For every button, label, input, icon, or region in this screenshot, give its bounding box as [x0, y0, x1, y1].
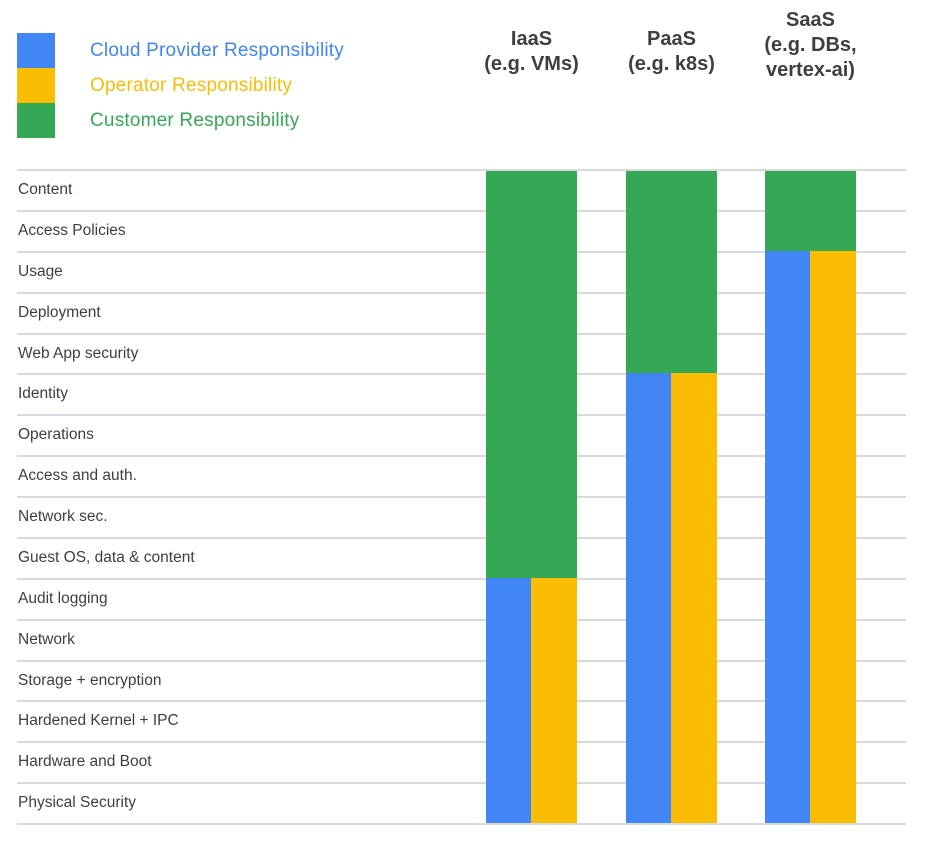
grid-row: Network sec.	[17, 496, 906, 537]
responsibility-grid: Content Access Policies Usage Deployment Web…	[17, 169, 906, 825]
legend-item-customer: Customer Responsibility	[17, 103, 344, 138]
grid-row: Audit logging	[17, 577, 906, 619]
iaas-provider-operator-segment	[486, 577, 577, 823]
grid-row: Operations	[17, 414, 906, 455]
grid-row: Identity	[17, 373, 906, 414]
row-label: Access Policies	[18, 221, 126, 239]
grid-row: Access Policies	[17, 209, 906, 251]
paas-operator-segment	[671, 373, 717, 823]
paas-customer-segment	[626, 171, 717, 374]
grid-row: Guest OS, data & content	[17, 536, 906, 578]
paas-provider-operator-segment	[626, 373, 717, 823]
iaas-provider-segment	[486, 577, 531, 823]
paas-column-header: PaaS (e.g. k8s)	[628, 28, 715, 75]
row-label: Network	[18, 630, 75, 648]
iaas-column-header: IaaS (e.g. VMs)	[484, 28, 579, 75]
row-label: Hardened Kernel + IPC	[18, 712, 179, 730]
row-label: Physical Security	[18, 794, 137, 812]
saas-provider-segment	[765, 250, 810, 823]
legend-item-operator: Operator Responsibility	[17, 68, 344, 103]
row-label: Operations	[18, 426, 94, 444]
row-label: Identity	[18, 385, 68, 403]
grid-row: Usage	[17, 250, 906, 292]
saas-provider-operator-segment	[765, 250, 856, 823]
saas-bar	[765, 171, 856, 823]
cloud-provider-swatch	[17, 33, 55, 68]
row-label: Usage	[18, 262, 63, 280]
paas-bar	[626, 171, 717, 823]
row-label: Hardware and Boot	[18, 753, 152, 771]
legend-label-operator: Operator Responsibility	[90, 74, 293, 96]
row-label: Storage + encryption	[18, 671, 162, 689]
saas-operator-segment	[810, 250, 856, 823]
grid-row: Network	[17, 618, 906, 660]
legend: Cloud Provider Responsibility Operator R…	[17, 33, 344, 138]
legend-item-cloud-provider: Cloud Provider Responsibility	[17, 33, 344, 68]
row-label: Deployment	[18, 303, 101, 321]
iaas-bar	[486, 171, 577, 823]
grid-row: Deployment	[17, 291, 906, 333]
row-label: Access and auth.	[18, 467, 137, 485]
row-label: Guest OS, data & content	[18, 548, 195, 566]
legend-label-customer: Customer Responsibility	[90, 109, 300, 131]
iaas-operator-segment	[531, 577, 577, 823]
grid-row: Access and auth.	[17, 455, 906, 496]
paas-provider-segment	[626, 373, 671, 823]
row-label: Audit logging	[18, 589, 108, 607]
grid-row: Content	[17, 169, 906, 210]
grid-row: Hardened Kernel + IPC	[17, 700, 906, 741]
operator-swatch	[17, 68, 55, 103]
row-label: Web App security	[18, 344, 139, 362]
legend-label-cloud-provider: Cloud Provider Responsibility	[90, 39, 344, 61]
row-label: Content	[18, 181, 73, 198]
grid-row: Storage + encryption	[17, 659, 906, 701]
grid-row: Hardware and Boot	[17, 741, 906, 782]
grid-row: Physical Security	[17, 782, 906, 823]
saas-customer-segment	[765, 171, 856, 251]
saas-column-header: SaaS (e.g. DBs, vertex-ai)	[764, 9, 857, 81]
customer-swatch	[17, 103, 55, 138]
row-label: Network sec.	[18, 508, 108, 525]
grid-row: Web App security	[17, 332, 906, 374]
iaas-customer-segment	[486, 171, 577, 578]
